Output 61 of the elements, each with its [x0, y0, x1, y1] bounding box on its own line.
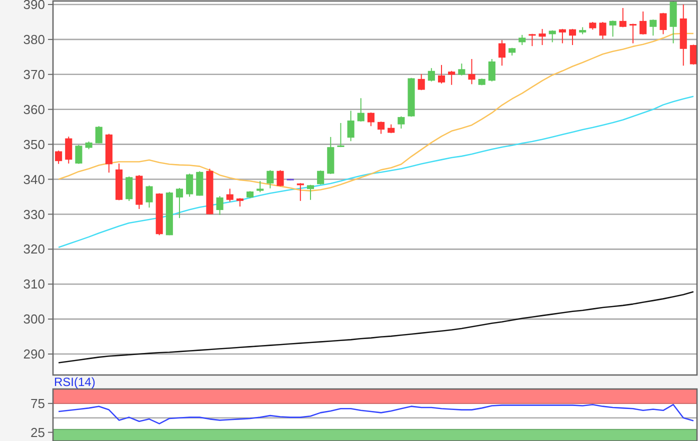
y-tick-label: 340 — [23, 172, 45, 187]
candlestick — [378, 121, 385, 134]
line-series — [58, 32, 694, 192]
candlestick — [55, 150, 62, 164]
candlestick — [186, 173, 194, 198]
y-tick-label: 330 — [23, 206, 45, 222]
y-tick-label: 75 — [30, 396, 45, 411]
y-tick-label: 25 — [30, 424, 45, 440]
candlestick — [65, 136, 72, 164]
candlestick — [75, 144, 82, 164]
candlestick — [216, 196, 224, 216]
candlestick — [146, 185, 153, 208]
candlestick — [357, 98, 364, 122]
candlestick — [468, 58, 476, 85]
candlestick — [428, 68, 435, 82]
candlestick — [126, 176, 133, 202]
candlestick — [650, 19, 657, 36]
candlestick — [317, 170, 324, 186]
candlestick — [367, 112, 374, 127]
y-tick-label: 320 — [23, 242, 45, 257]
candlestick — [337, 122, 344, 148]
candlestick — [660, 12, 667, 35]
candlestick — [619, 7, 626, 28]
y-tick-label: 370 — [23, 66, 45, 82]
candlestick — [276, 170, 284, 187]
line-series — [58, 291, 694, 364]
y-tick-label: 350 — [23, 136, 45, 152]
candlestick — [690, 44, 697, 66]
candlestick — [609, 20, 616, 38]
line-series — [58, 404, 694, 424]
candlestick — [266, 170, 274, 189]
candlestick — [95, 126, 102, 144]
candlestick — [226, 188, 234, 202]
y-tick-label: 360 — [23, 102, 45, 117]
line-series — [58, 96, 694, 248]
candlestick — [558, 28, 566, 44]
candlestick — [640, 10, 647, 36]
candlestick — [347, 110, 354, 142]
candlestick — [458, 63, 466, 76]
y-tick-label: 380 — [23, 32, 45, 47]
y-tick-label: 290 — [23, 346, 45, 362]
candlestick — [438, 64, 446, 84]
y-tick-label: 390 — [23, 0, 45, 12]
candlestick — [196, 170, 204, 196]
chart-title: RSI(14) — [54, 375, 96, 389]
candlestick — [518, 34, 526, 46]
candlestick — [629, 23, 637, 44]
y-tick-label: 310 — [23, 276, 45, 292]
y-tick-label: 300 — [23, 312, 45, 327]
candlestick — [568, 28, 576, 46]
candlestick — [599, 21, 606, 40]
candlestick — [538, 28, 546, 46]
candlestick — [448, 70, 456, 86]
candlestick — [498, 40, 506, 66]
candlestick — [256, 180, 264, 193]
candlestick — [306, 184, 314, 200]
candlestick — [528, 33, 536, 47]
candlestick — [176, 188, 184, 219]
candlestick — [418, 74, 425, 91]
candlestick — [488, 58, 496, 82]
candlestick — [398, 116, 405, 130]
